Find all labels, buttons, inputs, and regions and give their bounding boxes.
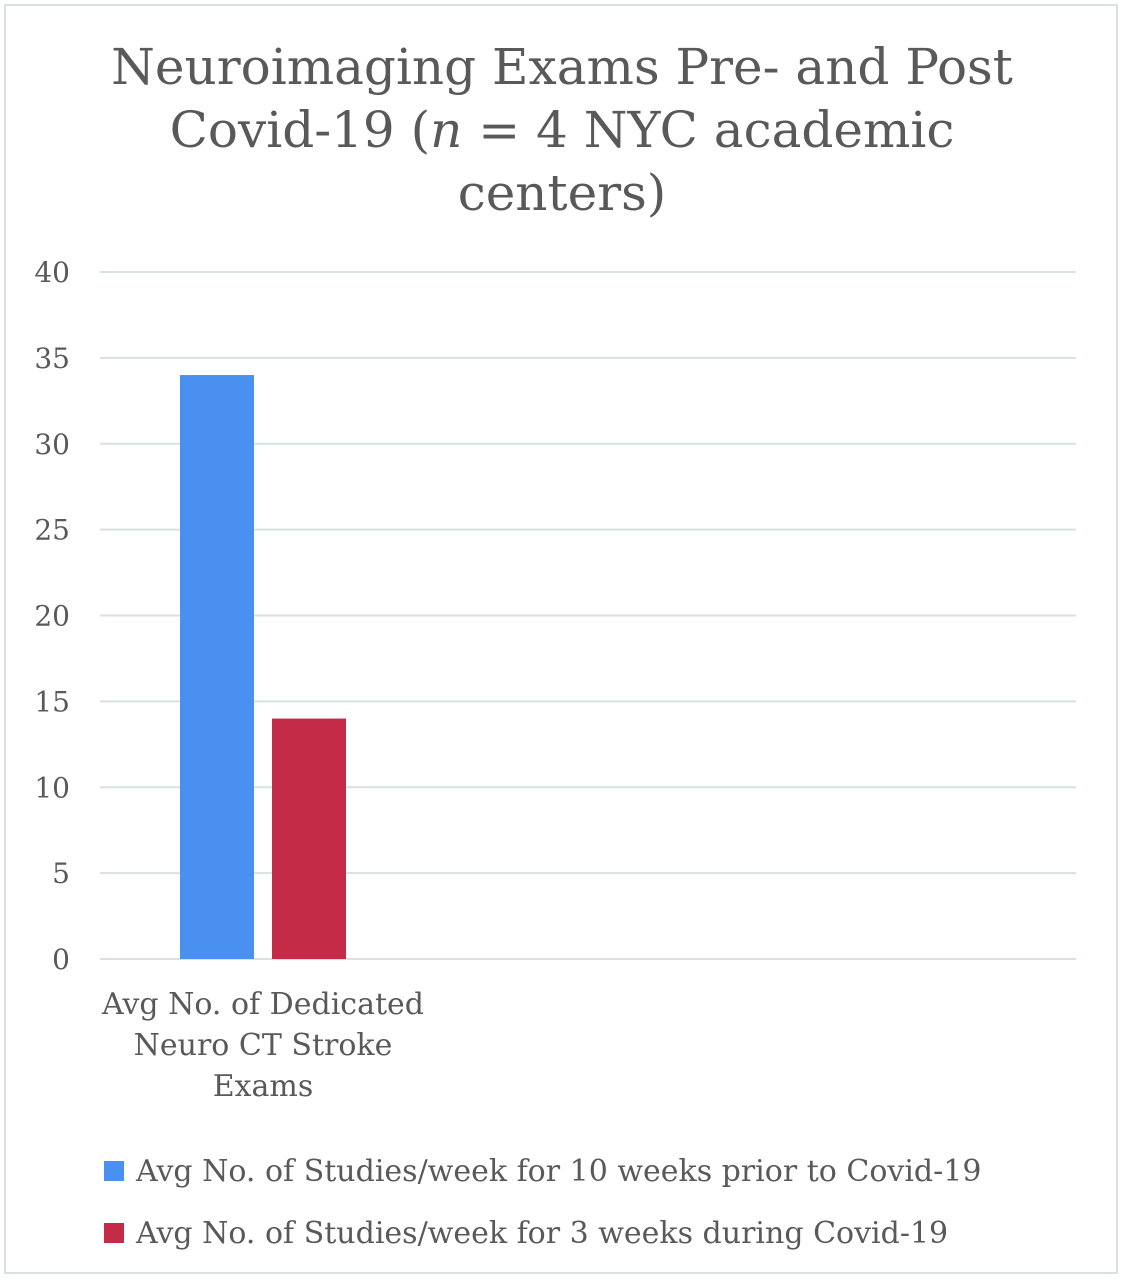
legend-swatch — [104, 1161, 124, 1181]
chart-title: Neuroimaging Exams Pre- and Post Covid-1… — [0, 36, 1124, 225]
bars — [180, 375, 346, 959]
bar-series-1 — [180, 375, 254, 959]
y-tick-label: 20 — [34, 600, 70, 633]
title-italic-n: n — [430, 101, 463, 159]
y-tick-label: 0 — [52, 943, 70, 976]
title-line-2: Covid-19 (n = 4 NYC academic — [0, 99, 1124, 162]
legend-label: Avg No. of Studies/week for 3 weeks duri… — [136, 1215, 949, 1251]
legend-swatch — [104, 1223, 124, 1243]
title-line-2-pre: Covid-19 ( — [169, 101, 431, 159]
y-tick-label: 40 — [34, 256, 70, 289]
y-tick-label: 25 — [34, 514, 70, 547]
category-label-line: Avg No. of Dedicated — [101, 987, 424, 1022]
category-labels: Avg No. of Dedicated Neuro CT Stroke Exams — [101, 987, 424, 1104]
title-line-1: Neuroimaging Exams Pre- and Post — [111, 38, 1013, 96]
legend-item-1: Avg No. of Studies/week for 10 weeks pri… — [104, 1140, 981, 1202]
y-tick-label: 5 — [52, 857, 70, 890]
title-line-2-post: = 4 NYC academic — [462, 101, 955, 159]
legend-item-2: Avg No. of Studies/week for 3 weeks duri… — [104, 1202, 981, 1264]
legend: Avg No. of Studies/week for 10 weeks pri… — [104, 1140, 981, 1264]
legend-label: Avg No. of Studies/week for 10 weeks pri… — [136, 1153, 982, 1189]
y-axis-ticks: 0 5 10 15 20 25 30 35 40 — [34, 256, 70, 976]
y-tick-label: 10 — [34, 771, 70, 804]
y-tick-label: 35 — [34, 342, 70, 375]
title-line-3: centers) — [457, 164, 667, 222]
category-label-line: Exams — [213, 1069, 314, 1104]
y-tick-label: 15 — [34, 685, 70, 718]
gridlines — [100, 271, 1076, 960]
category-label-line: Neuro CT Stroke — [134, 1028, 393, 1063]
bar-series-2 — [272, 718, 346, 959]
y-tick-label: 30 — [34, 428, 70, 461]
